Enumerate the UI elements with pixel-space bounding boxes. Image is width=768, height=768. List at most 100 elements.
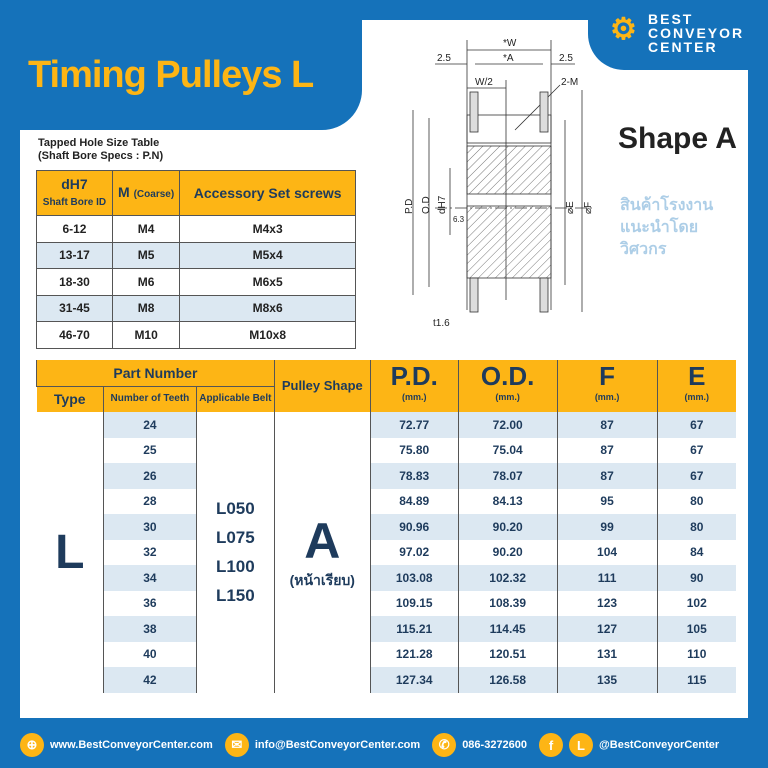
teeth-cell: 30 — [102, 514, 197, 540]
belt-cell: L050 L075 L100 L150 — [195, 412, 275, 693]
value-cell: 102.32 — [457, 565, 558, 591]
value-cell: 78.07 — [457, 463, 558, 489]
value-cell: 99 — [556, 514, 658, 540]
table-cell: M6 — [111, 268, 181, 296]
table-row: 25 75.80 75.04 87 67 — [37, 437, 736, 463]
col-od: O.D. (mm.) — [457, 360, 558, 412]
value-cell: 111 — [556, 565, 658, 591]
teeth-cell: 36 — [102, 590, 197, 616]
dim-bore: dH7 — [437, 195, 448, 214]
table-row: 31-45 M8 M8x6 — [36, 294, 356, 322]
social-handle[interactable]: @BestConveyorCenter — [599, 739, 720, 751]
table-row: 36 109.15 108.39 123 102 — [37, 590, 736, 616]
value-cell: 105 — [656, 616, 736, 642]
table-cell: M6x5 — [179, 268, 356, 296]
col-e: E (mm.) — [656, 360, 736, 412]
table-row: 28 84.89 84.13 95 80 — [37, 488, 736, 514]
col-f: F (mm.) — [556, 360, 658, 412]
facebook-icon: f — [539, 733, 564, 757]
dim-left: 2.5 — [437, 53, 451, 64]
phone-number[interactable]: 086-3272600 — [462, 739, 528, 751]
shape-label: Shape A — [618, 122, 737, 155]
table-cell: M10 — [111, 321, 181, 349]
value-cell: 90 — [656, 565, 736, 591]
table-row: 30 90.96 90.20 99 80 — [37, 514, 736, 540]
table-row: 26 78.83 78.07 87 67 — [37, 463, 736, 489]
logo: ⚙ BEST CONVEYOR CENTER — [588, 0, 768, 70]
dim-w: *W — [503, 38, 517, 49]
table-cell: 46-70 — [36, 321, 113, 349]
value-cell: 123 — [556, 590, 658, 616]
email-link[interactable]: info@BestConveyorCenter.com — [254, 739, 421, 751]
phone-icon: ✆ — [432, 733, 457, 757]
value-cell: 135 — [556, 667, 658, 693]
teeth-cell: 25 — [102, 437, 197, 463]
shape-sub: (หน้าเรียบ) — [289, 572, 355, 589]
dim-thickness: t1.6 — [433, 318, 450, 329]
table-row: L 24 L050 L075 L100 L150 A (หน้าเรียบ) 72.77 72.0… — [37, 412, 736, 693]
website-link[interactable]: www.BestConveyorCenter.com — [50, 739, 213, 751]
teeth-cell: 32 — [102, 539, 197, 565]
table-cell: M10x8 — [179, 321, 356, 349]
table-cell: M8x6 — [179, 294, 356, 322]
value-cell: 75.80 — [369, 437, 459, 463]
teeth-cell: 38 — [102, 616, 197, 642]
logo-icon: ⚙ — [610, 13, 637, 46]
value-cell: 80 — [656, 488, 736, 514]
dim-roughness: 6.3 — [453, 215, 465, 224]
value-cell: 84.89 — [369, 488, 459, 514]
belt-item: L075 — [215, 527, 255, 547]
teeth-cell: 42 — [102, 667, 197, 693]
table-row: 18-30 M6 M6x5 — [36, 268, 356, 296]
value-cell: 84.13 — [457, 488, 558, 514]
teeth-cell: 34 — [102, 565, 197, 591]
value-cell: 80 — [656, 514, 736, 540]
belt-item: L050 — [215, 498, 255, 518]
tapped-hole-table: dH7 Shaft Bore ID M (Coarse) Accessory Se… — [36, 170, 356, 349]
table-row: 6-12 M4 M4x3 — [36, 215, 356, 243]
value-cell: 109.15 — [369, 590, 459, 616]
pulley-spec-table: Part Number Pulley Shape P.D. (mm.) O.D.(… — [36, 360, 736, 693]
value-cell: 131 — [556, 641, 658, 667]
dim-a: *A — [503, 53, 514, 64]
col-belt: Applicable Belt — [195, 386, 275, 412]
value-cell: 115.21 — [369, 616, 459, 642]
value-cell: 67 — [656, 412, 736, 438]
value-cell: 90.20 — [457, 539, 558, 565]
email-icon: ✉ — [224, 733, 249, 757]
shape-cell: A (หน้าเรียบ) — [273, 412, 371, 693]
table-cell: 6-12 — [36, 215, 113, 243]
line-icon: L — [569, 733, 594, 757]
teeth-cell: 24 — [102, 412, 197, 438]
table-row: 34 103.08 102.32 111 90 — [37, 565, 736, 591]
table-cell: M8 — [111, 294, 181, 322]
value-cell: 110 — [656, 641, 736, 667]
table-cell: 13-17 — [36, 241, 113, 269]
dim-half-w: W/2 — [475, 77, 493, 88]
belt-item: L150 — [215, 585, 255, 605]
col-m: M (Coarse) — [111, 170, 181, 216]
value-cell: 104 — [556, 539, 658, 565]
value-cell: 87 — [556, 437, 658, 463]
table-cell: M5 — [111, 241, 181, 269]
value-cell: 67 — [656, 463, 736, 489]
dim-od: O.D — [421, 196, 432, 214]
value-cell: 121.28 — [369, 641, 459, 667]
table-cell: M4 — [111, 215, 181, 243]
col-teeth: Number of Teeth — [102, 386, 197, 412]
value-cell: 95 — [556, 488, 658, 514]
globe-icon: ⊕ — [20, 733, 44, 757]
dim-right: 2.5 — [559, 53, 573, 64]
value-cell: 90.96 — [369, 514, 459, 540]
value-cell: 75.04 — [457, 437, 558, 463]
table-row: 46-70 M10 M10x8 — [36, 321, 356, 349]
table-row: 13-17 M5 M5x4 — [36, 241, 356, 269]
value-cell: 78.83 — [369, 463, 459, 489]
page-title: Timing Pulleys L — [28, 54, 314, 96]
col-screws: Accessory Set screws — [179, 170, 356, 216]
table-cell: 31-45 — [36, 294, 113, 322]
table-cell: M4x3 — [179, 215, 356, 243]
table-row: 40 121.28 120.51 131 110 — [37, 641, 736, 667]
caption-line: Tapped Hole Size Table — [38, 137, 160, 149]
footer: ⊕ www.BestConveyorCenter.com ✉ info@Best… — [0, 722, 768, 768]
